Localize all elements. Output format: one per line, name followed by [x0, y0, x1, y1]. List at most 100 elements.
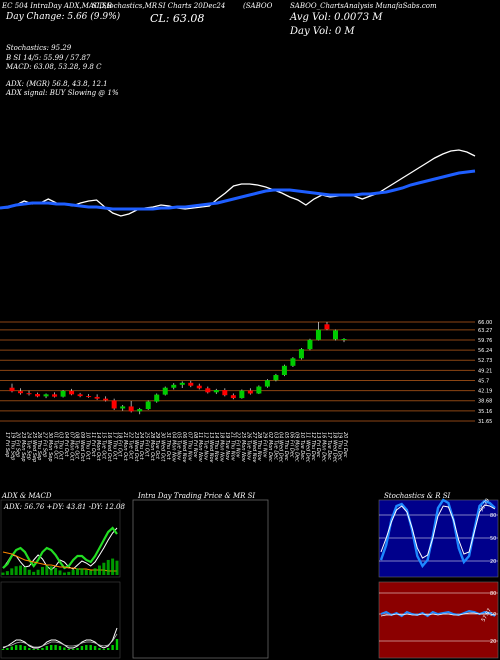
date-label: 08 Fri Nov: [192, 432, 198, 459]
date-label: 24 Tue Sep: [25, 432, 31, 460]
date-label: 17 Fri Sep: [4, 432, 10, 457]
header-date: SI Charts 20Dec24: [158, 2, 226, 10]
day-change: Day Change: 5.66 (9.9%): [6, 12, 121, 22]
stoch-d-line: [380, 504, 496, 559]
date-label: 29 Fri Nov: [262, 432, 268, 459]
candle-body: [43, 394, 49, 397]
price-tick-label: 38.68: [478, 399, 492, 405]
macd-bar: [85, 645, 88, 650]
adx-bar: [5, 571, 9, 575]
date-label: 13 Wed Nov: [208, 432, 214, 464]
candle-body: [307, 339, 313, 350]
stoch-panel-title: Stochastics & R SI: [384, 492, 451, 500]
date-label: 03 Thu Oct: [58, 432, 64, 461]
macd-panel-frame: [0, 581, 121, 659]
date-label: 14 Mon Oct: [95, 432, 101, 462]
macd-bar: [107, 648, 110, 650]
macd-bar: [63, 647, 66, 650]
macd-bar: [50, 645, 53, 650]
date-label: 28 Mon Oct: [149, 432, 155, 462]
date-label: 12 Tue Nov: [203, 432, 209, 461]
candle-body: [281, 365, 287, 376]
date-label: 08 Tue Oct: [74, 432, 80, 460]
date-label: 09 Mon Dec: [294, 432, 300, 462]
date-label: 20 Fri Sep: [15, 432, 21, 457]
price-chart: 66.00 63.27 59.76 56.24 52.73 49.21 45.7 42.19 3…: [0, 149, 492, 464]
date-label: 15 Tue Oct: [101, 432, 107, 460]
date-label: 18 Mon Nov: [219, 432, 225, 463]
candle-body: [35, 394, 41, 397]
avg-volume: Avg Vol: 0.0073 M: [290, 12, 383, 23]
date-label: 27 Fri Sep: [42, 432, 48, 457]
intraday-panel-title: Intra Day Trading Price & MR SI: [138, 492, 256, 500]
macd-bar: [89, 645, 92, 650]
candles: [9, 322, 347, 415]
adx-bar: [67, 571, 71, 575]
macd-bar: [76, 648, 79, 650]
macd-bar: [19, 645, 22, 650]
macd-bar: [67, 649, 70, 650]
rsi-white-line: [380, 612, 496, 617]
date-label: 04 Fri Oct: [63, 432, 69, 458]
date-label: 04 Mon Nov: [170, 432, 176, 463]
date-label: 09 Wed Oct: [79, 432, 85, 462]
adx-green-line: [2, 526, 118, 570]
date-label: 04 Wed Dec: [278, 432, 284, 463]
candle-body: [179, 382, 185, 385]
candle-body: [103, 398, 109, 401]
date-label: 13 Fri Dec: [315, 432, 321, 458]
macd-bar: [111, 645, 114, 650]
price-axis-ticks: 66.00 63.27 59.76 56.24 52.73 49.21 45.7 42.19 3…: [478, 320, 492, 425]
date-label: 11 Fri Oct: [90, 432, 96, 458]
price-tick-label: 42.19: [478, 389, 492, 395]
adx-bar: [58, 570, 62, 575]
candle-body: [69, 390, 75, 395]
candle-body: [77, 394, 83, 397]
candle-body: [154, 394, 160, 402]
candle-body: [213, 390, 219, 393]
adx-bar: [40, 566, 44, 575]
date-label: 17 Thu Oct: [111, 432, 117, 461]
macd-readout: MACD: 63.08, 53.28, 9.8 C: [6, 63, 102, 71]
date-label: 27 Wed Nov: [251, 432, 257, 464]
price-tick-label: 59.76: [478, 338, 492, 344]
adx-bar: [71, 569, 75, 575]
candle-body: [256, 386, 262, 394]
macd-bar: [10, 646, 13, 650]
date-label: 21 Thu Nov: [229, 432, 235, 462]
date-label: 16 Wed Oct: [106, 432, 112, 462]
candle-body: [162, 387, 168, 395]
date-label: 16 Mon Dec: [321, 432, 327, 462]
stoch-k-line: [379, 498, 496, 569]
adx-bar: [19, 565, 23, 575]
adx-bar: [76, 568, 80, 575]
candle-body: [315, 329, 321, 340]
adx-bar: [1, 572, 5, 575]
date-label: 03 Tue Dec: [272, 432, 278, 460]
macd-bar: [115, 639, 119, 650]
bsi-readout: B SI 14/5: 55.99 / 57.87: [6, 54, 91, 62]
date-label: 06 Wed Nov: [181, 432, 187, 464]
candle-body: [9, 387, 15, 392]
adx-bar: [80, 568, 84, 575]
adx-bar: [49, 566, 53, 575]
candle-body: [247, 390, 253, 394]
price-tick-label: 66.00: [478, 320, 492, 326]
candle-body: [137, 409, 143, 412]
date-label: 12 Thu Dec: [310, 432, 316, 461]
macd-bar: [58, 646, 62, 650]
date-label: 29 Tue Oct: [154, 432, 160, 460]
rsi-tick-80: 80: [490, 591, 496, 597]
candle-body: [145, 401, 151, 410]
macd-bar: [6, 648, 9, 650]
header-site: SABOO_ChartsAnalysis MunafaSabs.com: [290, 2, 437, 10]
candle-body: [298, 349, 304, 359]
price-tick-label: 45.7: [478, 379, 489, 385]
macd-bar: [102, 649, 106, 650]
date-label: 25 Wed Sep: [31, 432, 37, 462]
date-label: 28 Thu Nov: [256, 432, 262, 462]
candle-body: [341, 339, 347, 341]
candle-body: [188, 382, 194, 386]
date-label: 17 Tue Dec: [326, 432, 332, 460]
macd-bar: [23, 646, 27, 650]
